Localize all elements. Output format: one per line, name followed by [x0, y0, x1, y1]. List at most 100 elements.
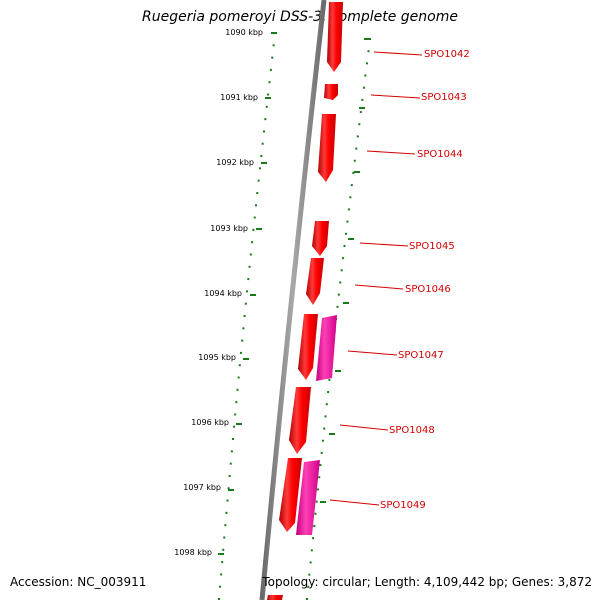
gene-label[interactable]: SPO1045 — [409, 241, 455, 252]
ruler-dot — [222, 548, 225, 551]
ruler-major-tick — [228, 489, 234, 491]
ruler-major-tick — [320, 501, 326, 503]
gene-label[interactable]: SPO1042 — [424, 49, 470, 60]
ruler-major-tick — [329, 433, 335, 435]
gene-label[interactable]: SPO1046 — [405, 284, 451, 295]
ruler-tick-label: 1096 kbp — [191, 418, 229, 427]
ruler-dot — [271, 56, 274, 59]
gene-label[interactable]: SPO1047 — [398, 350, 444, 361]
ruler-dot — [267, 93, 270, 96]
ruler-dot — [260, 155, 263, 158]
ruler-dot — [225, 511, 228, 514]
ruler-dot — [342, 257, 345, 260]
ruler-dot — [359, 111, 362, 114]
ruler-dot — [340, 269, 343, 272]
ruler-dot — [235, 401, 238, 404]
ruler-dot — [263, 130, 266, 133]
gene-feature[interactable] — [298, 314, 318, 380]
gene-feature[interactable] — [306, 258, 324, 305]
ruler-dot — [365, 62, 368, 65]
gene-feature[interactable] — [289, 387, 311, 454]
gene-feature[interactable] — [324, 84, 338, 100]
ruler-major-tick — [261, 162, 267, 164]
ruler-dot — [356, 135, 359, 138]
ruler-dot — [248, 265, 251, 268]
ruler-dot — [358, 123, 361, 126]
ruler-dot — [336, 305, 339, 308]
ruler-dot — [306, 598, 308, 600]
ruler-dot — [352, 171, 355, 174]
ruler-tick-label: 1095 kbp — [198, 353, 236, 362]
gene-callouts — [329, 51, 423, 506]
ruler-major-tick — [236, 423, 242, 425]
ruler-dot — [241, 339, 244, 342]
ruler-dot — [319, 464, 322, 467]
ruler-dot — [364, 74, 367, 77]
ruler-dot — [315, 500, 318, 503]
ruler-labels: 1090 kbp 1091 kbp 1092 kbp 1093 kbp 1094… — [174, 28, 263, 557]
ruler-tick-label: 1098 kbp — [174, 548, 212, 557]
ruler-dot — [231, 438, 234, 441]
ruler-dot — [343, 244, 346, 247]
ruler-dot — [316, 488, 319, 491]
ruler-dot — [253, 216, 256, 219]
ruler-dot — [244, 302, 247, 305]
ruler-tick-label: 1092 kbp — [216, 158, 254, 167]
ruler-dot — [272, 44, 275, 47]
ruler-major-tick — [335, 370, 341, 372]
ruler-dot — [234, 413, 237, 416]
genome-backbone — [259, 0, 327, 600]
accession-label: Accession: NC_003911 — [10, 575, 147, 589]
gene-feature[interactable] — [318, 114, 336, 182]
ruler-major-tick — [250, 294, 256, 296]
ruler-major-tick — [256, 228, 262, 230]
ruler-dot — [226, 499, 229, 502]
ruler-dot — [349, 196, 352, 199]
ruler-major-tick — [243, 358, 249, 360]
ruler-dot — [229, 462, 232, 465]
ruler-dot — [239, 351, 242, 354]
ruler-major-tick — [348, 238, 354, 240]
ruler-dot — [328, 378, 331, 381]
ruler-dot — [346, 220, 349, 223]
gene-labels: SPO1042 SPO1043 SPO1044 SPO1045 SPO1046 … — [380, 49, 470, 511]
ruler-major-tick — [218, 553, 224, 555]
gene-label[interactable]: SPO1048 — [389, 425, 435, 436]
ruler-dot — [230, 450, 233, 453]
ruler-major-tick — [359, 107, 365, 109]
ruler-dot — [246, 290, 249, 293]
ruler-dot — [251, 241, 254, 244]
ruler-dot — [242, 327, 245, 330]
ruler-dot — [314, 512, 317, 515]
ruler-left — [218, 32, 277, 600]
ruler-dot — [254, 204, 257, 207]
ruler-dot — [227, 487, 230, 490]
ruler-dot — [313, 524, 316, 527]
ruler-dot — [350, 184, 353, 187]
ruler-dot — [327, 391, 330, 394]
ruler-dot — [224, 524, 227, 527]
ruler-major-tick — [364, 38, 370, 40]
ruler-dot — [362, 86, 365, 89]
gene-feature[interactable] — [316, 315, 337, 381]
ruler-dot — [218, 598, 220, 600]
gene-label[interactable]: SPO1043 — [421, 92, 467, 103]
ruler-dot — [321, 439, 324, 442]
gene-feature[interactable] — [312, 221, 329, 256]
gene-feature[interactable] — [327, 2, 343, 72]
gene-feature[interactable] — [267, 595, 283, 600]
gene-label[interactable]: SPO1044 — [417, 149, 463, 160]
ruler-dot — [228, 474, 231, 477]
ruler-dot — [320, 451, 323, 454]
gene-feature[interactable] — [279, 458, 302, 532]
ruler-dot — [238, 364, 241, 367]
gene-features — [267, 2, 343, 600]
ruler-dot — [252, 228, 255, 231]
ruler-dot — [261, 142, 264, 145]
ruler-dot — [249, 253, 252, 256]
gene-label[interactable]: SPO1049 — [380, 500, 426, 511]
ruler-dot — [243, 315, 246, 317]
gene-feature[interactable] — [296, 460, 320, 535]
ruler-dot — [367, 50, 370, 53]
